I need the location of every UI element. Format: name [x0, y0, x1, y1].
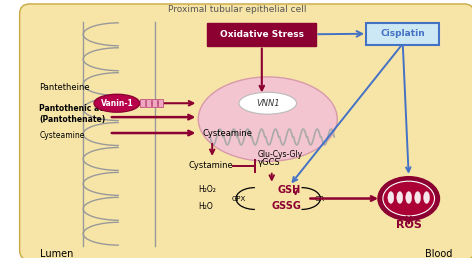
Bar	[157, 99, 163, 107]
Ellipse shape	[94, 94, 140, 112]
Bar	[146, 99, 151, 107]
Text: H₂O: H₂O	[198, 202, 213, 211]
Ellipse shape	[424, 192, 429, 204]
Ellipse shape	[378, 177, 439, 220]
Text: GPX: GPX	[232, 196, 246, 202]
Ellipse shape	[198, 77, 337, 161]
Ellipse shape	[383, 181, 435, 216]
Ellipse shape	[406, 192, 412, 204]
Text: Cisplatin: Cisplatin	[381, 29, 425, 38]
Ellipse shape	[388, 192, 394, 204]
FancyBboxPatch shape	[366, 23, 439, 45]
FancyBboxPatch shape	[207, 23, 317, 46]
Text: GR: GR	[314, 196, 324, 202]
Text: Pantetheine: Pantetheine	[39, 83, 90, 92]
Text: H₂O₂: H₂O₂	[198, 185, 216, 194]
Text: Oxidative Stress: Oxidative Stress	[220, 30, 304, 39]
Text: GSH: GSH	[278, 185, 301, 194]
Bar	[140, 99, 145, 107]
Text: Proximal tubular epithelial cell: Proximal tubular epithelial cell	[168, 5, 306, 14]
Text: ROS: ROS	[396, 220, 422, 230]
Text: Blood: Blood	[425, 249, 452, 259]
Text: GSSG: GSSG	[272, 202, 301, 211]
Ellipse shape	[239, 92, 297, 114]
Text: γGCS: γGCS	[258, 158, 281, 167]
Text: VNN1: VNN1	[256, 99, 280, 108]
Ellipse shape	[415, 192, 420, 204]
Bar	[152, 99, 156, 107]
Text: Glu-Cys-Gly: Glu-Cys-Gly	[258, 150, 303, 159]
Text: Vanin-1: Vanin-1	[100, 99, 133, 108]
Text: Cysteamine: Cysteamine	[39, 132, 85, 140]
Text: Cystamine: Cystamine	[188, 161, 233, 170]
Text: Pantothenic acid
(Pantothenate): Pantothenic acid (Pantothenate)	[39, 105, 112, 124]
FancyBboxPatch shape	[19, 4, 474, 260]
Text: Cysteamine: Cysteamine	[202, 128, 252, 138]
Ellipse shape	[397, 192, 403, 204]
Text: Lumen: Lumen	[40, 249, 73, 259]
